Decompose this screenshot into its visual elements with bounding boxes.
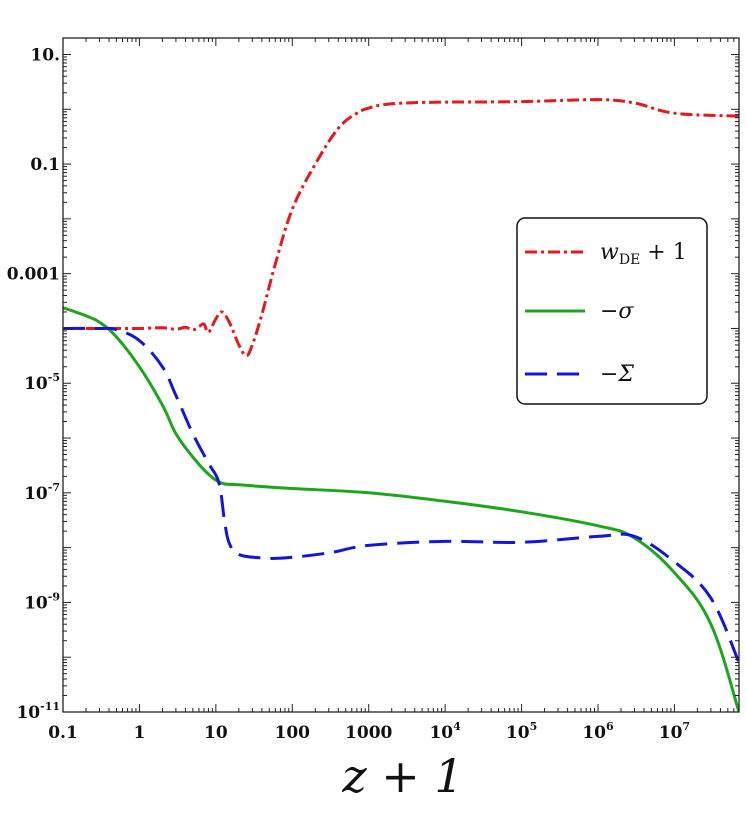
tick-marks [62,37,740,713]
x-tick-label: 100 [275,723,311,743]
series-line-1 [63,306,739,712]
y-tick-label: 10-11 [16,700,60,723]
x-tick-label: 1000 [345,723,392,743]
x-tick-label: 104 [429,720,461,743]
y-tick-label: 10-9 [24,590,60,613]
y-tick-label: 10. [30,45,60,65]
legend-label: wDE + 1 [600,240,687,268]
plot-frame [62,37,740,713]
y-tick-label: 0.1 [30,155,60,175]
legend-label: −Σ [600,362,634,387]
x-tick-label: 107 [659,720,690,743]
x-axis-label: z + 1 [341,749,463,803]
x-tick-label: 10 [204,723,228,743]
legend: wDE + 1 −σ −Σ [516,217,708,405]
legend-box [516,217,708,405]
y-tick-labels: 10. 0.1 0.001 10-5 10-7 10-9 10-11 [7,45,60,723]
y-tick-label: 10-7 [24,481,60,504]
plot-area [63,98,739,712]
series-line-0 [63,98,739,358]
legend-label: −σ [600,299,634,324]
series-line-2 [63,326,739,664]
x-tick-label: 1 [134,723,146,743]
x-tick-label: 105 [506,720,537,743]
y-tick-label: 0.001 [7,265,60,285]
y-tick-label: 10-5 [24,371,60,394]
x-tick-labels: 0.1 1 10 100 1000 104 105 106 107 [48,720,690,743]
x-tick-label: 106 [582,720,614,743]
x-tick-label: 0.1 [48,723,78,743]
